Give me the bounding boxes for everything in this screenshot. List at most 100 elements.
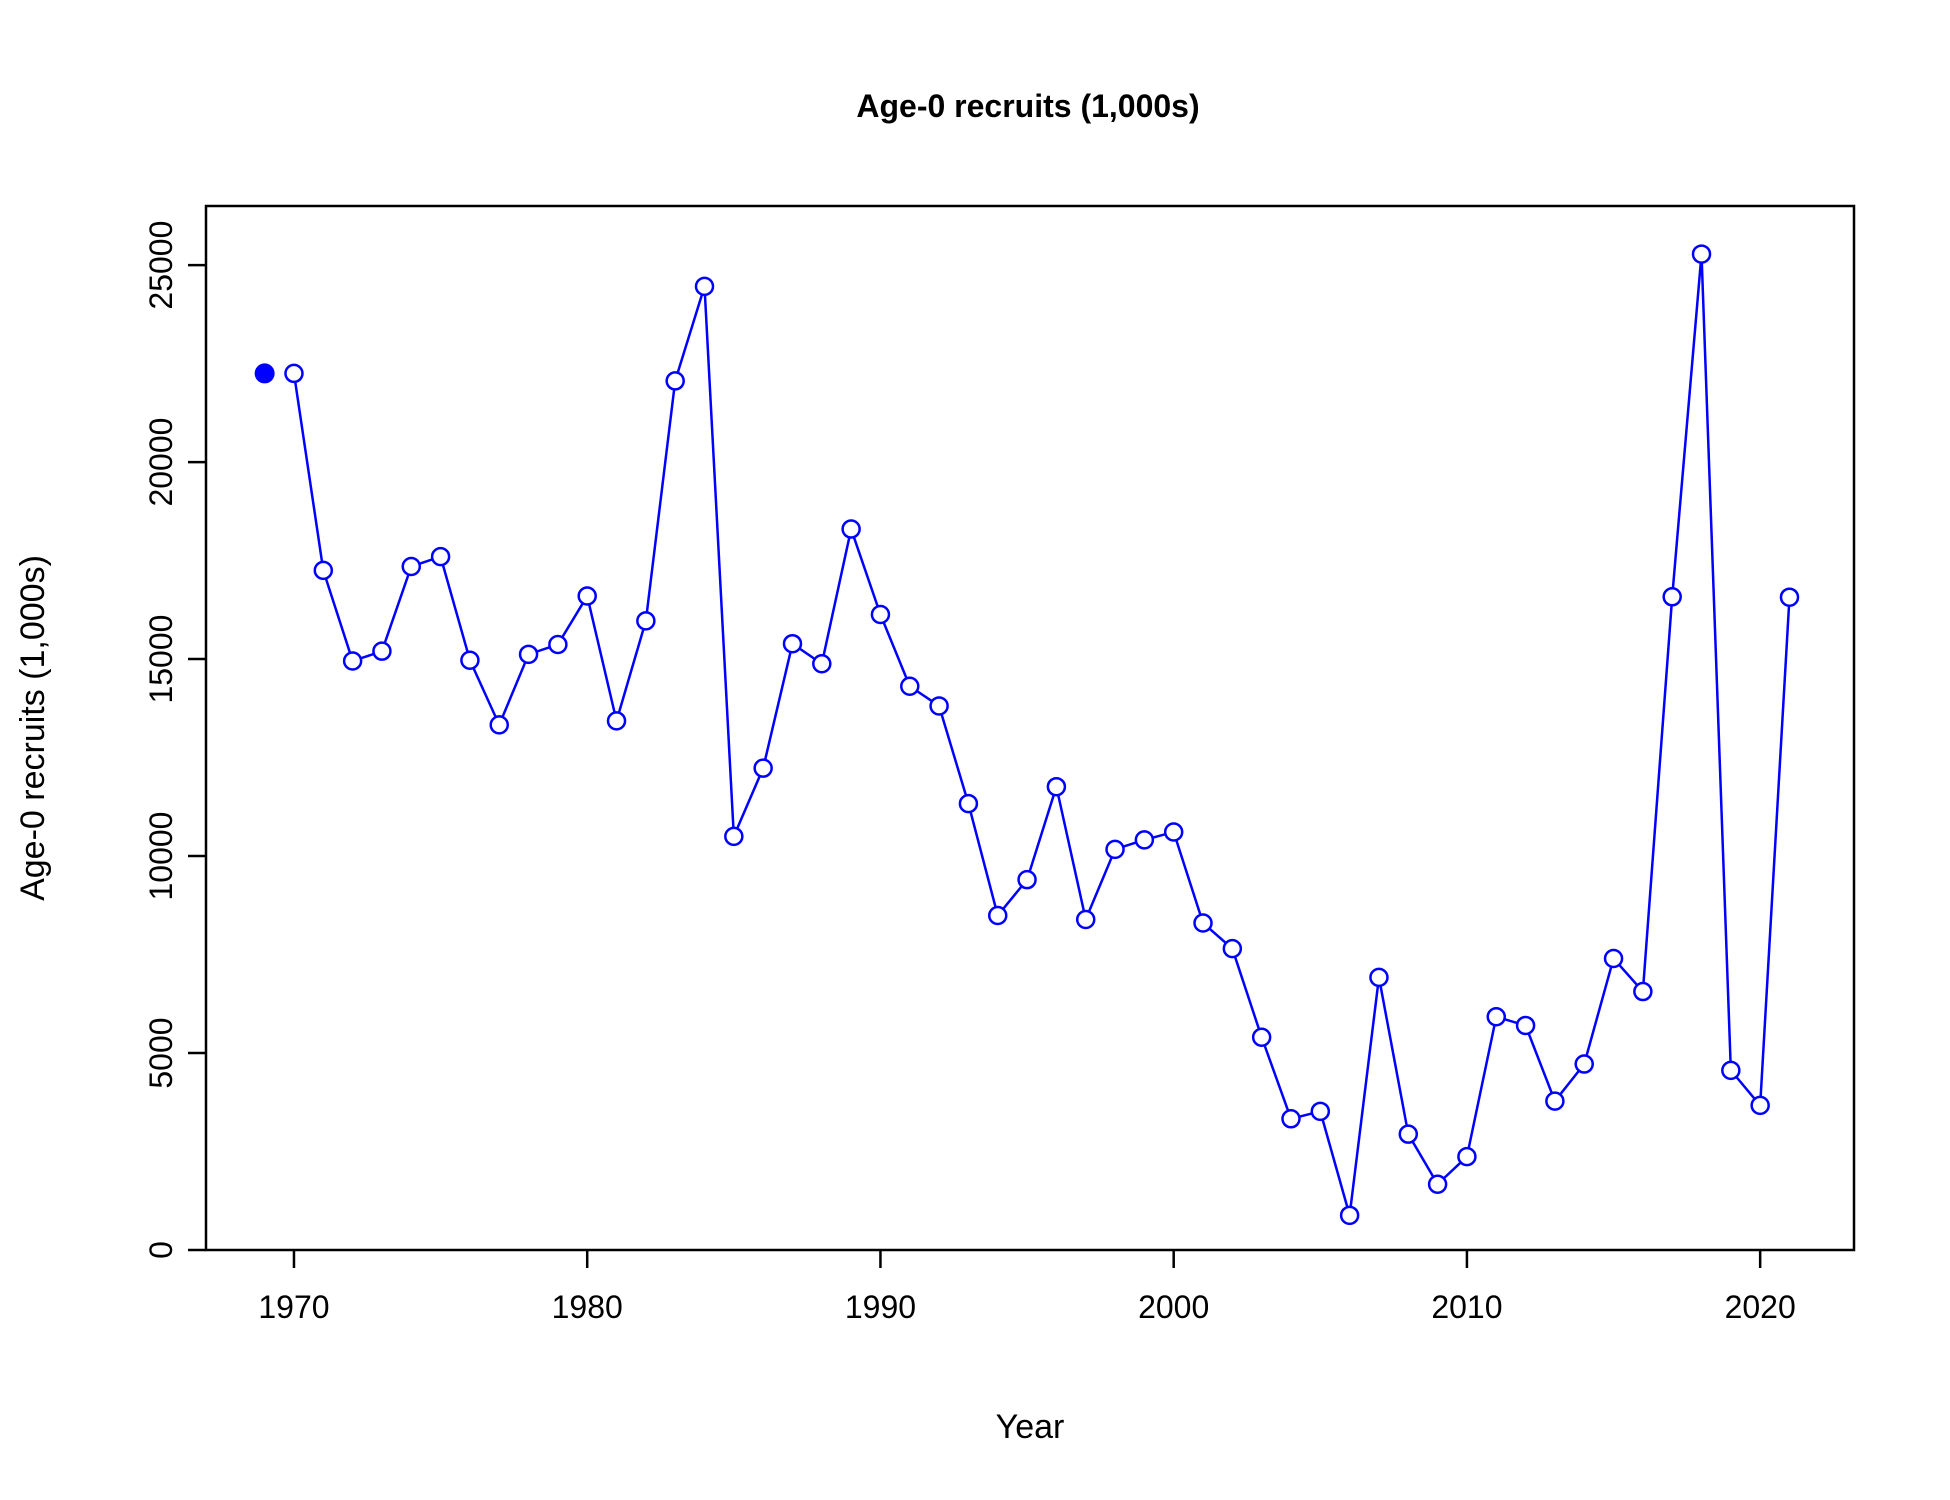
x-tick-label: 1990 xyxy=(845,1289,916,1325)
series-line-segment xyxy=(472,667,497,718)
series-line-segment xyxy=(1349,985,1380,1208)
data-point xyxy=(460,650,480,670)
series-line-segment xyxy=(1585,966,1613,1057)
data-point xyxy=(782,633,803,654)
series-layer xyxy=(254,244,1800,1226)
y-tick-label: 15000 xyxy=(143,615,179,704)
data-point xyxy=(430,546,451,567)
series-line-segment xyxy=(1028,794,1056,872)
x-tick-label: 2010 xyxy=(1431,1289,1502,1325)
data-point xyxy=(313,560,334,581)
series-line-segment xyxy=(1298,1112,1313,1118)
series-line-segment xyxy=(1002,885,1023,910)
data-point xyxy=(1779,587,1800,607)
series-line-segment xyxy=(617,628,645,714)
data-point xyxy=(489,715,509,735)
data-point xyxy=(1398,1124,1419,1144)
data-point xyxy=(1545,1091,1565,1111)
series-line-segment xyxy=(763,651,792,761)
series-line-segment xyxy=(1442,1161,1462,1180)
series-line-segment xyxy=(1467,1024,1496,1149)
data-point xyxy=(1515,1015,1536,1036)
series-line-segment xyxy=(940,713,968,796)
series-line-segment xyxy=(1559,1069,1580,1096)
series-line-segment xyxy=(1759,605,1791,1098)
data-point xyxy=(577,586,597,606)
data-point xyxy=(1310,1101,1331,1122)
data-point xyxy=(284,363,304,384)
data-point xyxy=(1369,967,1389,988)
data-point xyxy=(841,519,861,539)
series-line-segment xyxy=(1379,985,1408,1127)
x-tick-label: 2020 xyxy=(1725,1289,1796,1325)
series-line-segment xyxy=(703,294,735,828)
data-point xyxy=(1750,1095,1770,1116)
series-line-segment xyxy=(1735,1076,1756,1100)
data-point xyxy=(1339,1205,1360,1226)
series-line-segment xyxy=(561,602,584,638)
chart-title: Age-0 recruits (1,000s) xyxy=(856,88,1199,124)
series-line-segment xyxy=(1411,1140,1435,1178)
series-line-segment xyxy=(587,604,616,713)
series-line-segment xyxy=(736,775,761,830)
data-point xyxy=(1427,1174,1448,1194)
series-line-segment xyxy=(1152,833,1166,839)
x-tick-label: 2000 xyxy=(1138,1289,1209,1325)
data-point xyxy=(987,905,1008,926)
data-point xyxy=(518,644,539,665)
data-point xyxy=(1603,948,1624,969)
series-line-segment xyxy=(969,811,997,908)
initial-data-point xyxy=(254,363,275,384)
series-line-segment xyxy=(1233,956,1261,1030)
series-line-segment xyxy=(822,537,851,656)
data-point xyxy=(636,611,656,631)
series-line-segment xyxy=(1263,1044,1290,1112)
series-line-segment xyxy=(852,536,879,607)
series-line-segment xyxy=(1642,605,1673,984)
data-point xyxy=(900,676,920,696)
data-point xyxy=(606,711,627,731)
data-point xyxy=(1457,1146,1477,1167)
series-line-segment xyxy=(360,652,375,660)
x-axis: 1970 1980 1990 2000 2010 2020 xyxy=(258,1250,1796,1325)
series-line-segment xyxy=(1321,1119,1349,1208)
series-line-segment xyxy=(1122,841,1137,848)
series-line-segment xyxy=(1057,794,1086,912)
series-line-segment xyxy=(1618,964,1639,987)
x-tick-label: 1980 xyxy=(552,1289,623,1325)
series-line-segment xyxy=(1671,262,1703,589)
data-point xyxy=(342,651,363,671)
series-line-segment xyxy=(1527,1032,1553,1094)
y-tick-label: 20000 xyxy=(143,418,179,507)
series-line-segment xyxy=(916,689,933,703)
data-point xyxy=(1193,913,1213,933)
y-tick-label: 25000 xyxy=(143,221,179,310)
data-point xyxy=(1281,1109,1301,1129)
series-line-segment xyxy=(441,564,469,653)
x-axis-label: Year xyxy=(996,1408,1065,1446)
series-line-segment xyxy=(536,646,551,653)
data-point xyxy=(694,276,715,297)
data-point xyxy=(401,556,422,577)
data-point xyxy=(870,604,891,625)
data-point xyxy=(548,634,568,655)
data-point xyxy=(1662,587,1682,607)
data-point xyxy=(1105,839,1125,860)
series-line-segment xyxy=(293,381,324,563)
data-point xyxy=(1134,830,1155,850)
data-point xyxy=(1075,909,1096,930)
y-axis: 0 5000 10000 15000 20000 25000 xyxy=(143,221,206,1259)
data-point xyxy=(372,641,392,661)
data-point xyxy=(665,371,685,391)
series-line-segment xyxy=(645,389,676,613)
y-axis-label: Age-0 recruits (1,000s) xyxy=(14,555,52,901)
data-point xyxy=(724,826,744,847)
series-line-segment xyxy=(501,661,527,718)
y-tick-label: 0 xyxy=(143,1241,179,1259)
data-point xyxy=(929,696,949,716)
data-point xyxy=(1251,1027,1272,1048)
data-point xyxy=(1222,938,1243,959)
series-line-segment xyxy=(676,294,704,374)
series-line-segment xyxy=(1208,927,1227,944)
series-line-segment xyxy=(1087,856,1113,913)
